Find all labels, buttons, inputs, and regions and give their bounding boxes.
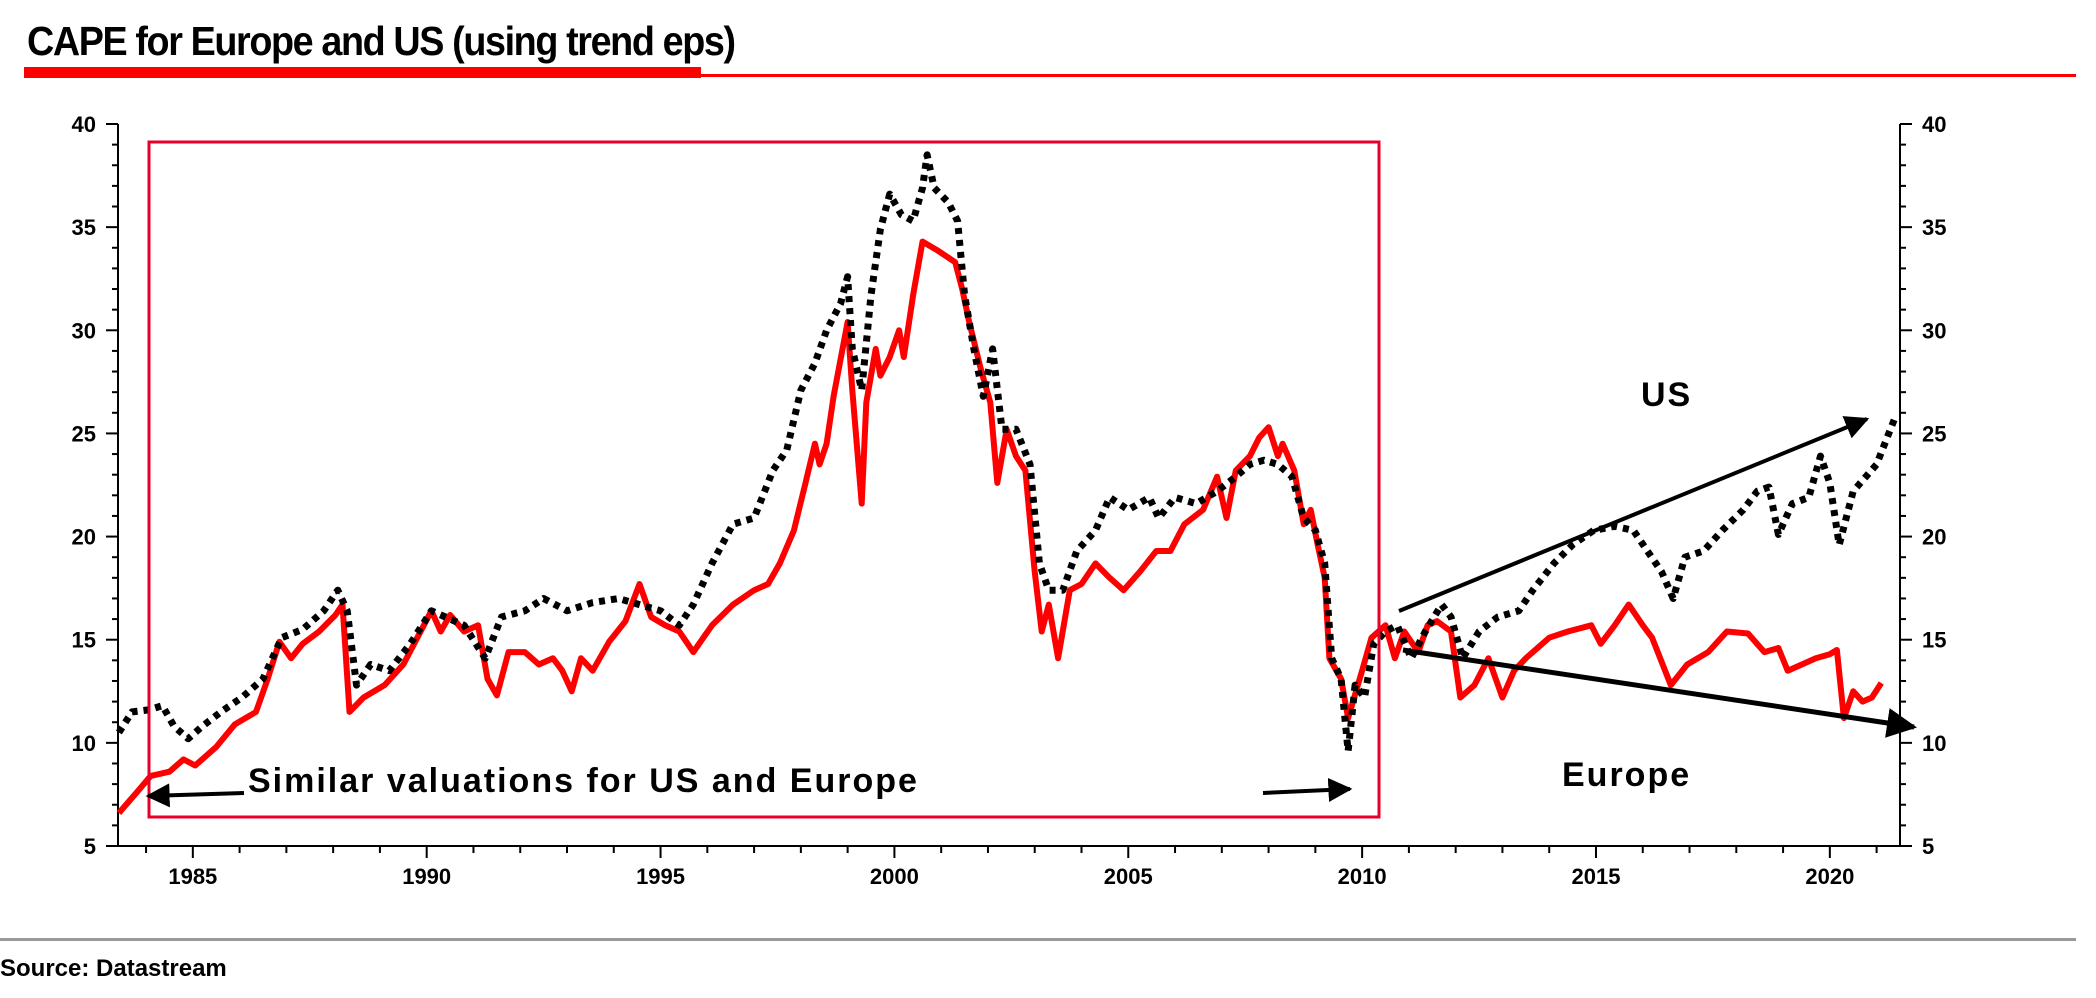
x-tick-label: 1990 [402,864,451,889]
x-tick-label: 2015 [1572,864,1621,889]
europe-trend-arrow [1402,647,1917,738]
similar-valuations-label: Similar valuations for US and Europe [248,762,919,800]
source-note: Source: Datastream [0,955,227,982]
us-trend-arrow [1398,416,1870,613]
y-tick-label-left: 30 [72,318,96,343]
y-tick-label-right: 20 [1922,525,1946,550]
x-tick-label: 2020 [1805,864,1854,889]
series-line-us [115,151,1899,755]
series-line-europe [116,238,1884,815]
y-tick-label-right: 25 [1922,421,1946,446]
left-arrow [145,783,245,808]
y-tick-label-right: 10 [1922,731,1946,756]
y-tick-label-right: 15 [1922,628,1946,653]
chart-title: CAPE for Europe and US (using trend eps) [27,18,736,64]
y-tick-label-left: 10 [72,731,96,756]
y-tick-label-left: 25 [72,421,96,446]
y-tick-label-right: 5 [1922,834,1934,859]
y-tick-label-left: 20 [72,525,96,550]
y-tick-label-left: 15 [72,628,96,653]
x-tick-label: 1995 [636,864,685,889]
y-tick-label-right: 30 [1922,318,1946,343]
x-tick-label: 2005 [1104,864,1153,889]
x-tick-label: 2000 [870,864,919,889]
y-tick-label-right: 40 [1922,112,1946,137]
title-rule [701,74,2076,77]
europe-label: Europe [1562,756,1691,794]
title-accent-bar [24,67,701,78]
footer-rule [0,938,2076,941]
series-layer [115,151,1899,815]
y-tick-label-left: 5 [84,834,96,859]
y-tick-label-left: 40 [72,112,96,137]
axes: 5 10 15 20 25 30 35 40 5 10 15 20 25 30 35 40 1985 1990 19… [72,112,1947,889]
us-label: US [1641,376,1692,414]
y-tick-label-left: 35 [72,215,96,240]
x-tick-label: 2010 [1338,864,1387,889]
y-tick-label-right: 35 [1922,215,1946,240]
x-tick-label: 1985 [168,864,217,889]
right-arrow [1262,778,1353,802]
annotations-layer: Similar valuations for US and Europe US … [145,140,1917,819]
similar-valuations-box [147,140,1381,819]
